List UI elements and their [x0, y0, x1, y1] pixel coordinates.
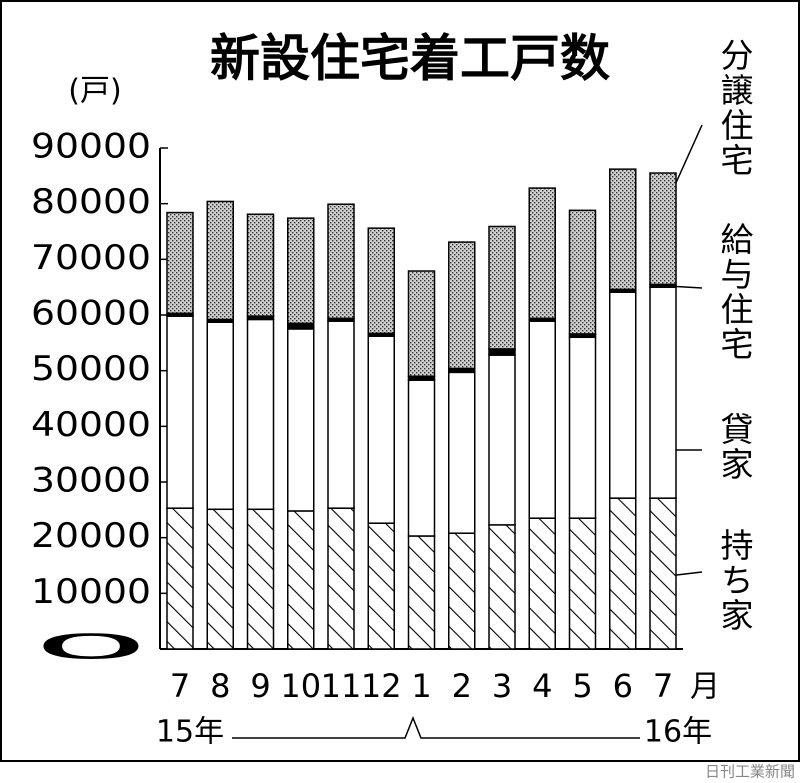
bar-segment [528, 517, 556, 650]
y-tick-label: 40000 [31, 405, 151, 445]
bar-segment [367, 335, 395, 524]
x-tick-label: 4 [532, 667, 552, 705]
x-tick-label: 7 [653, 667, 673, 705]
bar-segment [568, 517, 597, 650]
x-tick-label: 7 [170, 667, 190, 705]
x-tick-label: 12 [361, 667, 402, 705]
y-tick-label: 70000 [31, 238, 151, 278]
source: 日刊工業新聞 [705, 763, 795, 781]
bar-segment [206, 508, 234, 650]
x-tick-label: 5 [572, 667, 592, 705]
bar-segment [206, 200, 234, 321]
bar-segment [448, 532, 476, 650]
legend-label: 貸家 [715, 412, 754, 482]
bar-segment [327, 203, 355, 320]
year-label: 16年 [644, 715, 712, 750]
bar-segment [649, 286, 677, 499]
bar-segment [166, 507, 194, 650]
bar-segment [367, 522, 395, 650]
x-tick-label: 8 [210, 667, 230, 705]
chart-title: 新設住宅着工戸数 [210, 30, 610, 88]
bar-segment [407, 270, 436, 377]
bar-segment [206, 321, 234, 511]
x-tick-label: 2 [452, 667, 472, 705]
y-tick-label: 60000 [31, 294, 151, 334]
bar-segment [407, 379, 436, 537]
bar-segment [609, 497, 637, 650]
bar-segment [287, 510, 315, 650]
bar-segment [528, 187, 556, 320]
bar-segment [166, 211, 194, 315]
legend-label: 給与住宅 [715, 222, 754, 362]
legend-label: 分譲住宅 [715, 38, 754, 178]
bar-segment [568, 209, 597, 335]
bar-segment [609, 168, 637, 291]
x-tick-label: 3 [492, 667, 512, 705]
x-tick-label: 1 [411, 667, 431, 705]
y-tick-label: 50000 [31, 349, 151, 389]
bar-segment [246, 318, 275, 511]
bar-segment [488, 524, 516, 650]
bar-segment [246, 213, 275, 317]
x-tick-label: 9 [250, 667, 270, 705]
bar-segment [649, 497, 677, 650]
legend-label: 持ち家 [715, 528, 754, 633]
y-tick-label: 30000 [31, 461, 151, 501]
x-tick-label: 10 [280, 667, 321, 705]
x-unit: 月 [690, 670, 720, 705]
bar-segment [488, 348, 516, 356]
y-tick-label: 80000 [31, 182, 151, 222]
y-tick-label: 10000 [31, 572, 151, 612]
bar-segment [568, 336, 597, 519]
year-connector [232, 715, 640, 739]
x-tick-label: 11 [321, 667, 362, 705]
bar-segment [327, 507, 355, 650]
bar-segment [327, 320, 355, 509]
y-tick-label: 20000 [31, 516, 151, 556]
bar-segment [488, 354, 516, 526]
y-tick-label: 0 [31, 628, 151, 668]
bar-segment [407, 535, 436, 650]
bar-segment [367, 227, 395, 335]
bar-segment [287, 322, 315, 330]
frame [0, 0, 800, 762]
bar-segment [287, 328, 315, 512]
y-unit: (戸) [68, 74, 121, 109]
year-label: 15年 [156, 715, 224, 750]
bar-segment [287, 217, 315, 325]
bar-segment [609, 291, 637, 499]
bar-segment [448, 371, 476, 534]
bar-segment [246, 508, 275, 650]
bar-segment [488, 225, 516, 350]
bar-segment [528, 320, 556, 519]
bar-segment [649, 172, 677, 286]
bar-segment [448, 241, 476, 370]
bar-segment [166, 315, 194, 509]
x-tick-label: 6 [613, 667, 633, 705]
y-tick-label: 90000 [31, 127, 151, 167]
